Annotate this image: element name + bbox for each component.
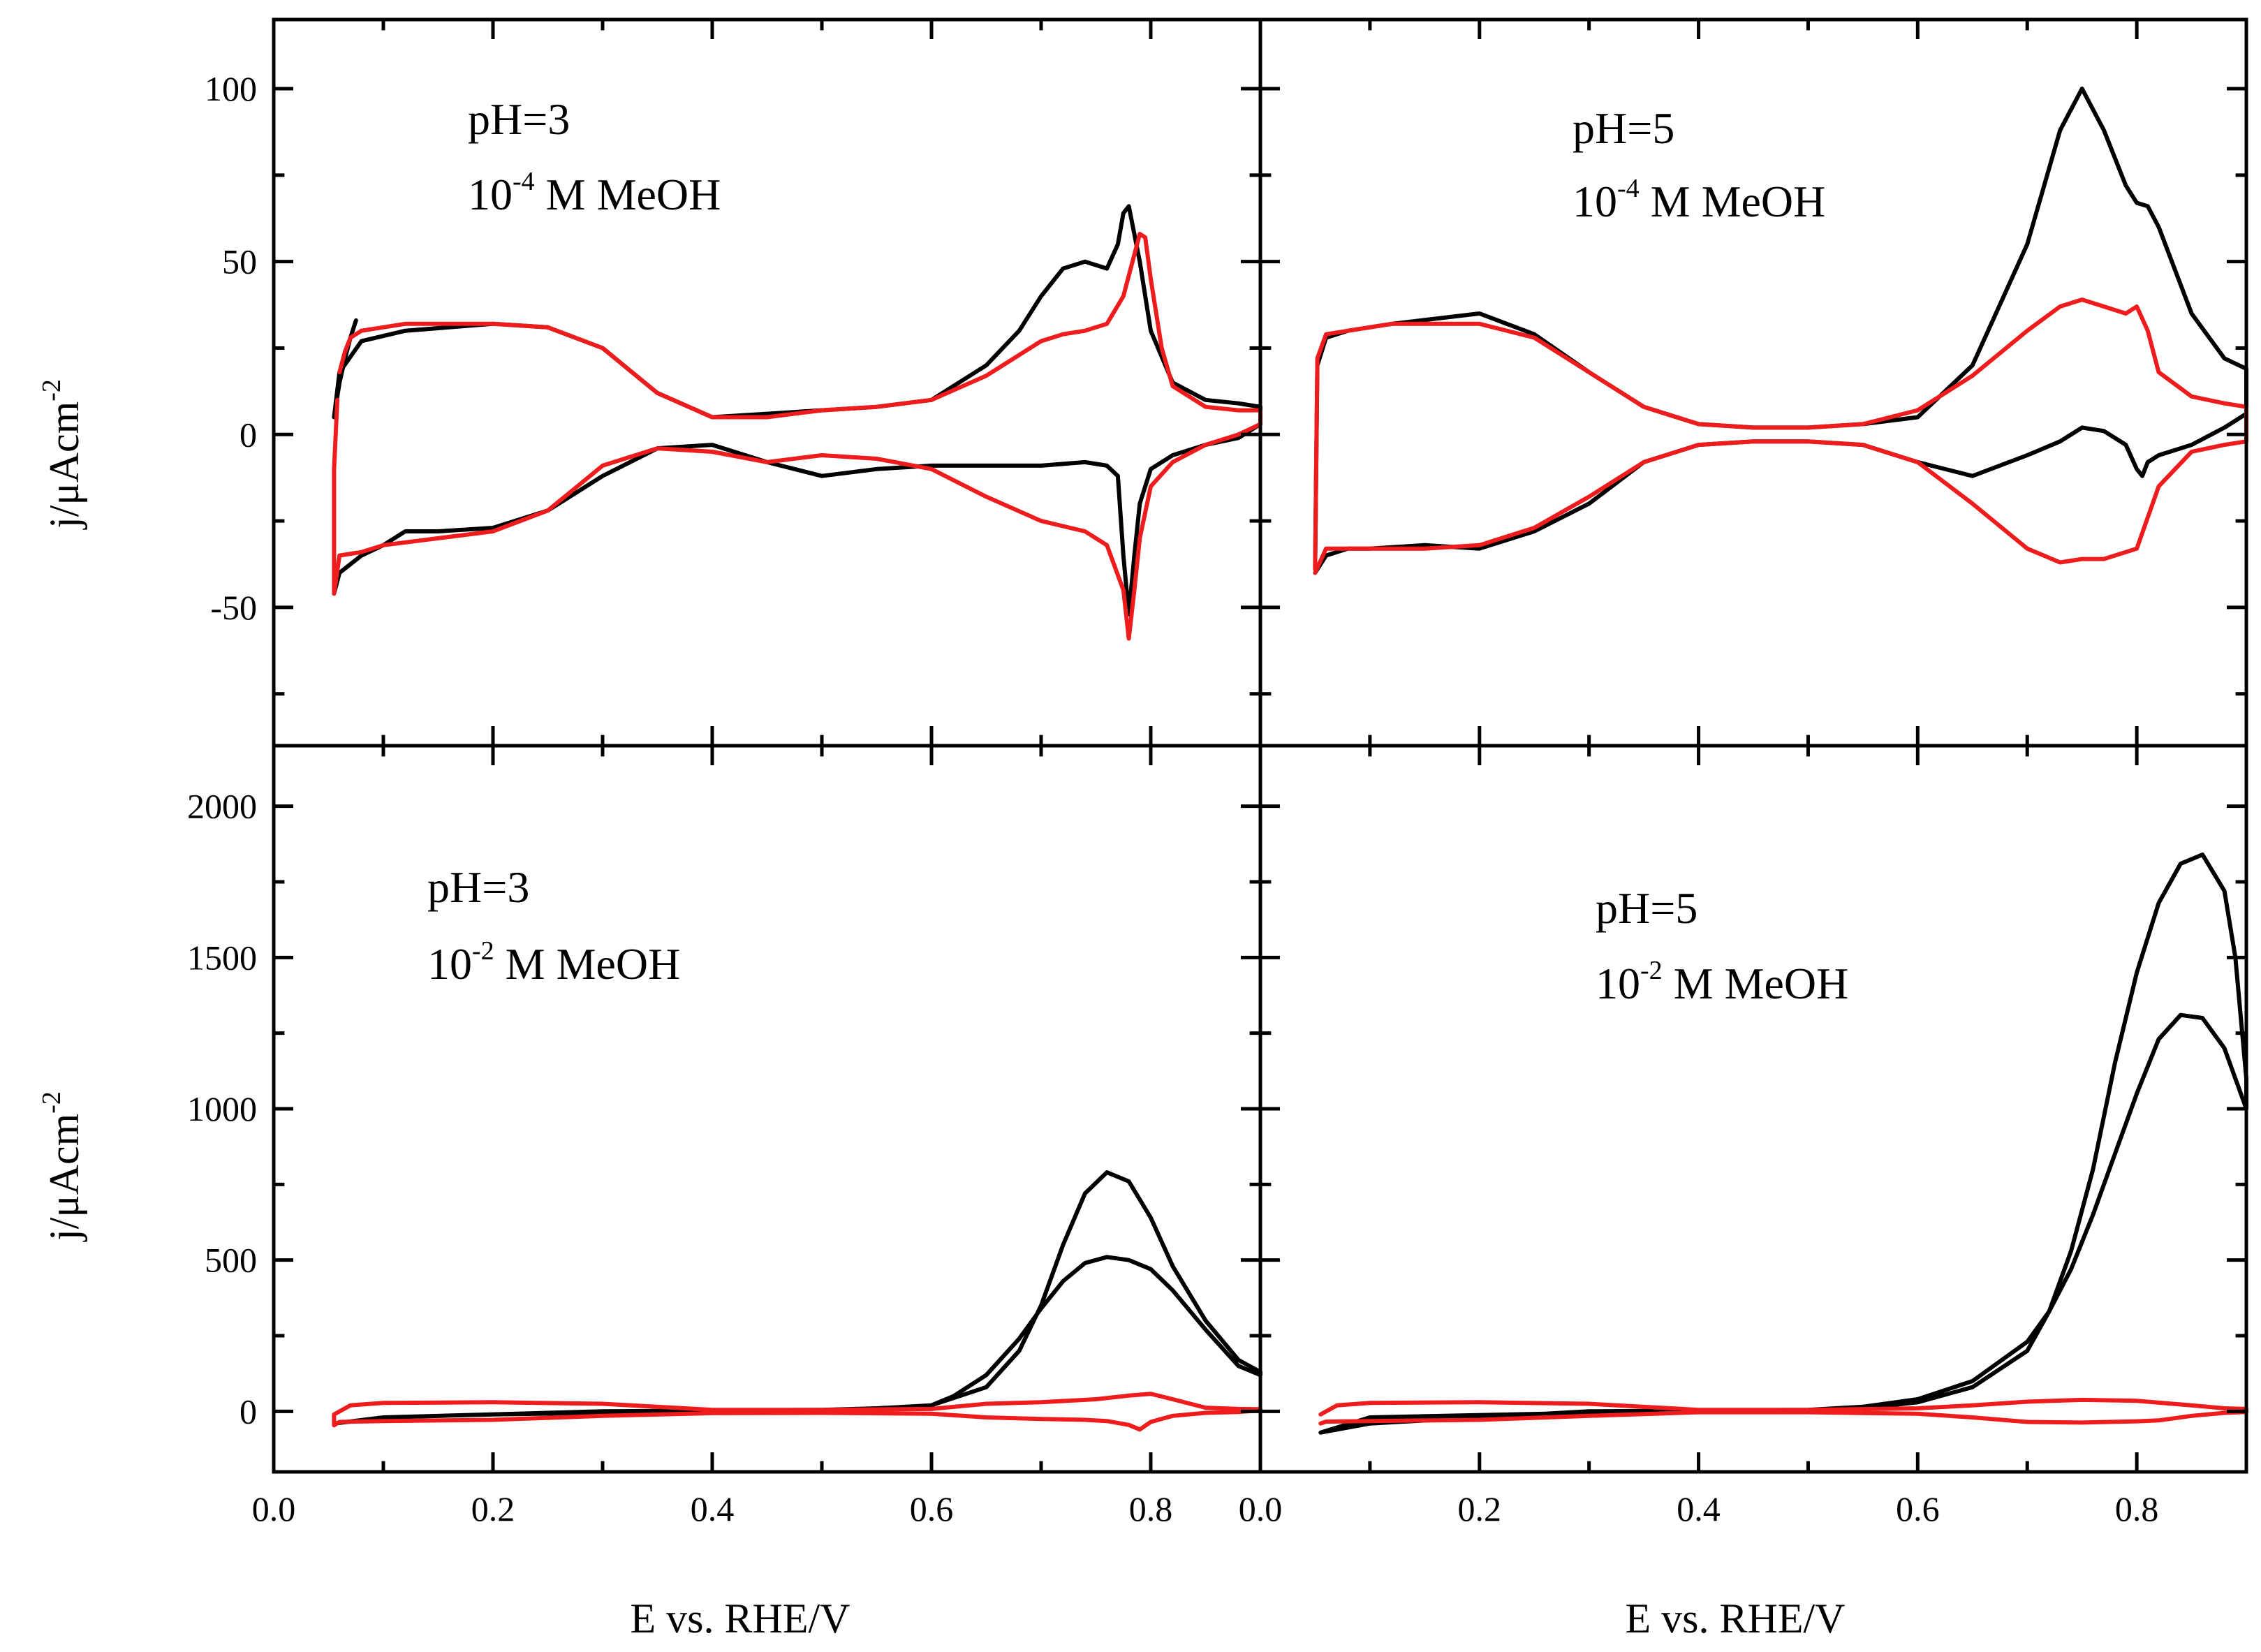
y-axis-title-bottom-main: j/μAcm (41, 1114, 87, 1242)
x-tick-label: 0.8 (2115, 1489, 2159, 1528)
x-axis-title-left: E vs. RHE/V (631, 1595, 850, 1642)
series-red-bottom-left (332, 1392, 1262, 1432)
y-tick-label: 1000 (187, 1089, 257, 1128)
panel-label-bottom-left-rest: M MeOH (494, 939, 681, 989)
panel-label-bottom-left-sup: -2 (472, 936, 494, 966)
plot-frame-top-left (272, 17, 1262, 748)
panel-label-top-left-rest: M MeOH (535, 170, 721, 219)
panel-label-bottom-right-line1: pH=5 (1596, 883, 1697, 933)
series-red-bottom-right (1318, 1397, 2248, 1426)
panel-top-left: -50 0 50 100 (205, 17, 1262, 748)
y-tick-label: 100 (205, 69, 257, 108)
panel-label-top-left-line2: 10-4 M MeOH (468, 167, 721, 219)
series-black-top-right (1313, 87, 2248, 575)
y-axis-title-top-main: j/μAcm (41, 401, 87, 530)
y-axis-title-top: j/μAcm-2 (37, 379, 87, 530)
y-axis-title-top-sup: -2 (37, 379, 66, 401)
x-tick-label: 0.2 (1458, 1489, 1502, 1528)
y-axis-title-bottom-sup: -2 (37, 1091, 66, 1114)
plot-frame-bottom-left (272, 744, 1262, 1474)
x-tick-label: 0.8 (1129, 1489, 1173, 1528)
x-tick-label: 0.2 (471, 1489, 515, 1528)
x-tick-label: 0.4 (691, 1489, 735, 1528)
y-tick-label: 500 (205, 1241, 257, 1280)
panel-label-bottom-right-sup: -2 (1640, 956, 1663, 985)
panel-bottom-left: 0 500 1000 1500 2000 0.0 0.2 0.4 0.6 0.8 (187, 744, 1262, 1528)
x-tick-label: 0.6 (1896, 1489, 1940, 1528)
x-axis-title-right: E vs. RHE/V (1626, 1595, 1846, 1642)
panel-label-bottom-left-line1: pH=3 (427, 862, 529, 912)
panel-label-bottom-right-rest: M MeOH (1663, 959, 1849, 1008)
panel-label-top-left-sup: -4 (513, 167, 535, 196)
panel-top-right (1258, 17, 2248, 748)
y-tick-label: 50 (222, 242, 257, 281)
panel-label-bottom-left-base: 10 (427, 939, 472, 989)
panel-label-top-right-base: 10 (1573, 177, 1617, 226)
series-black-bottom-right (1318, 853, 2248, 1435)
panel-label-top-right-line1: pH=5 (1573, 103, 1674, 153)
series-black-top-left (332, 204, 1262, 617)
panel-label-bottom-right-line2: 10-2 M MeOH (1596, 956, 1848, 1008)
panel-bottom-right: 0.0 0.2 0.4 0.6 0.8 (1239, 744, 2248, 1528)
y-tick-label: 0 (240, 415, 257, 454)
panel-label-bottom-left-line2: 10-2 M MeOH (427, 936, 680, 989)
panel-label-top-right-line2: 10-4 M MeOH (1573, 174, 1825, 226)
plot-frame-top-right (1258, 17, 2248, 748)
panel-label-top-left-base: 10 (468, 170, 513, 219)
y-tick-label: 2000 (187, 787, 257, 826)
series-red-top-left (332, 232, 1262, 641)
y-tick-label: -50 (210, 588, 257, 627)
y-axis-title-bottom: j/μAcm-2 (37, 1091, 87, 1242)
y-tick-label: 0 (240, 1392, 257, 1431)
x-tick-label: 0.0 (252, 1489, 296, 1528)
x-tick-label: 0.6 (910, 1489, 954, 1528)
x-tick-label: 0.4 (1677, 1489, 1721, 1528)
plot-frame-bottom-right (1258, 744, 2248, 1474)
x-tick-label: 0.0 (1239, 1489, 1283, 1528)
panel-label-top-left-line1: pH=3 (468, 94, 570, 144)
series-black-bottom-left (332, 1170, 1262, 1426)
series-red-top-right (1313, 297, 2248, 575)
panel-label-top-right-rest: M MeOH (1640, 177, 1826, 226)
y-tick-label: 1500 (187, 938, 257, 977)
panel-label-bottom-right-base: 10 (1596, 959, 1640, 1008)
panel-label-top-right-sup: -4 (1617, 174, 1640, 203)
